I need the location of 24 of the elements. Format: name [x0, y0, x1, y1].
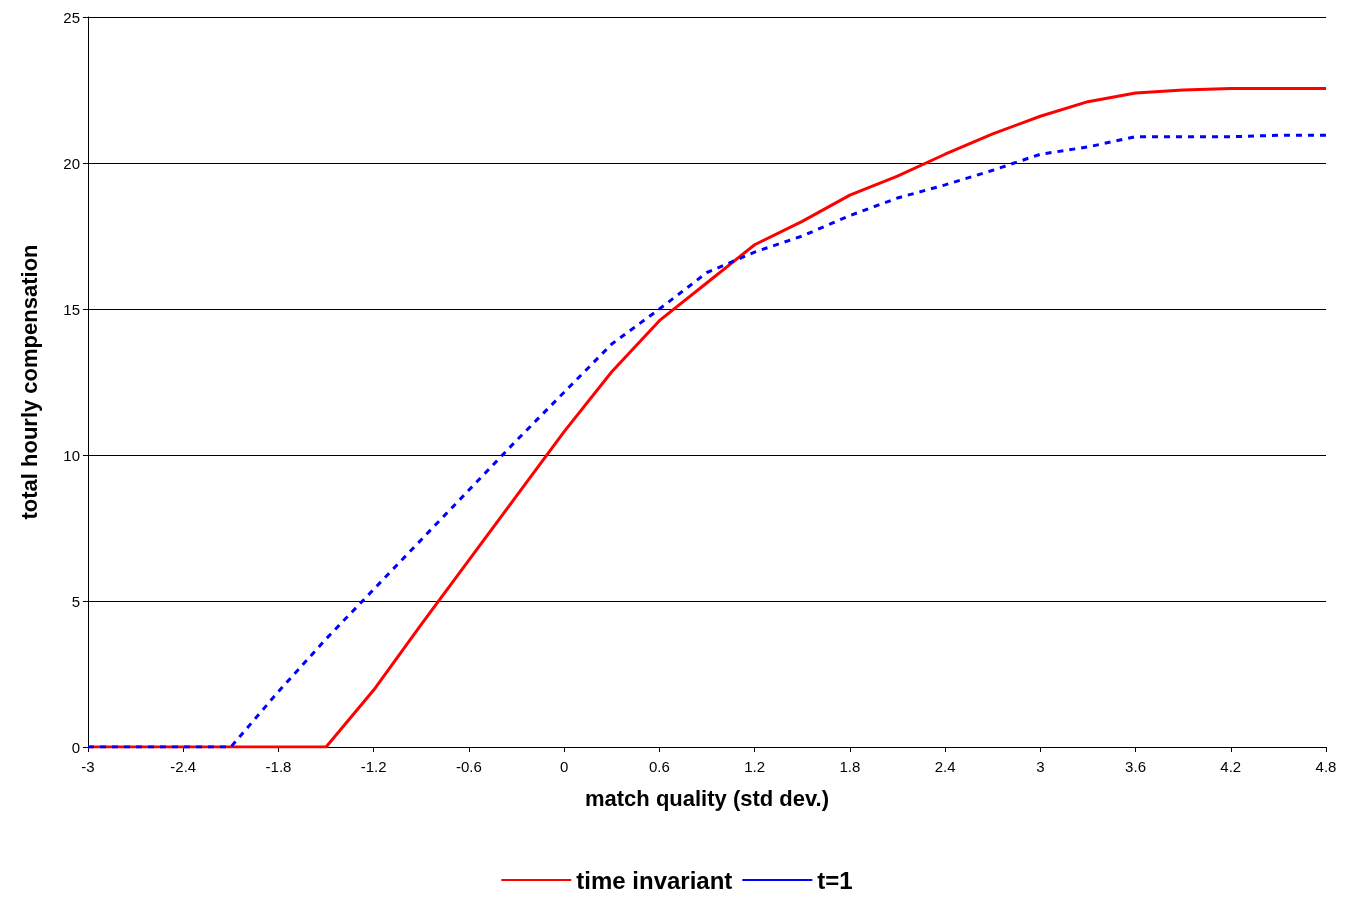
y-tick-label: 15 — [63, 300, 80, 318]
x-tick-label: 3 — [1036, 758, 1045, 775]
y-tick-label: 25 — [63, 8, 80, 26]
x-tick-label: 0 — [559, 758, 569, 775]
x-tick-label: -2.4 — [170, 758, 197, 775]
y-tick-label: 20 — [63, 154, 80, 172]
x-tick-label: -1.8 — [265, 758, 292, 775]
x-tick-label: 0.6 — [648, 758, 670, 775]
y-tick-label: 0 — [71, 738, 80, 756]
x-tick-label: -3 — [81, 758, 95, 775]
legend-label: time invariant — [576, 866, 733, 894]
x-tick-label: 4.2 — [1220, 758, 1242, 775]
y-tick-label: 10 — [63, 446, 80, 464]
y-tick-label: 5 — [71, 592, 80, 610]
x-tick-label: 1.8 — [839, 758, 861, 775]
x-tick-label: 3.6 — [1125, 758, 1146, 775]
x-tick-label: -0.6 — [455, 758, 482, 775]
x-tick-label: -1.2 — [360, 758, 387, 775]
legend-label: t=1 — [817, 866, 853, 894]
x-axis-title: match quality (std dev.) — [584, 785, 830, 811]
x-tick-label: 4.8 — [1315, 758, 1337, 775]
y-axis-title: total hourly compensation — [16, 244, 42, 520]
x-tick-label: 2.4 — [934, 758, 956, 775]
x-tick-label: 1.2 — [744, 758, 766, 775]
